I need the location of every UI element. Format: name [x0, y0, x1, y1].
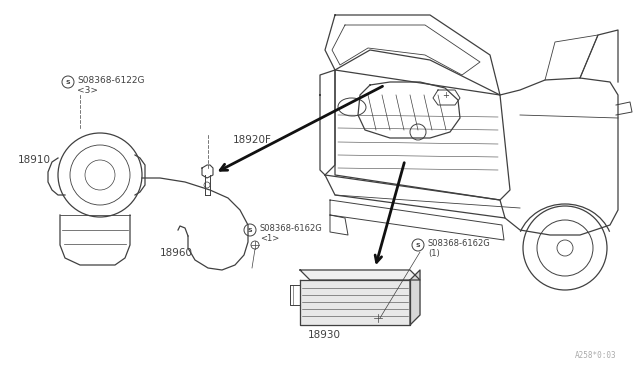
Text: 18930: 18930 — [308, 330, 341, 340]
Text: (1): (1) — [428, 249, 440, 258]
Text: 18910: 18910 — [18, 155, 51, 165]
Text: S: S — [416, 243, 420, 247]
Text: S08368-6162G: S08368-6162G — [428, 239, 491, 248]
Text: <1>: <1> — [260, 234, 279, 243]
Text: 18920F: 18920F — [233, 135, 272, 145]
Text: +: + — [443, 90, 449, 99]
Polygon shape — [410, 270, 420, 325]
Text: S: S — [66, 80, 70, 84]
Text: S08368-6162G: S08368-6162G — [260, 224, 323, 233]
Text: A258*0:03: A258*0:03 — [574, 351, 616, 360]
Text: S: S — [248, 228, 252, 232]
Polygon shape — [300, 280, 410, 325]
Text: S08368-6122G: S08368-6122G — [77, 76, 145, 85]
Polygon shape — [300, 270, 420, 280]
Text: <3>: <3> — [77, 86, 98, 95]
Text: 18960: 18960 — [160, 248, 193, 258]
